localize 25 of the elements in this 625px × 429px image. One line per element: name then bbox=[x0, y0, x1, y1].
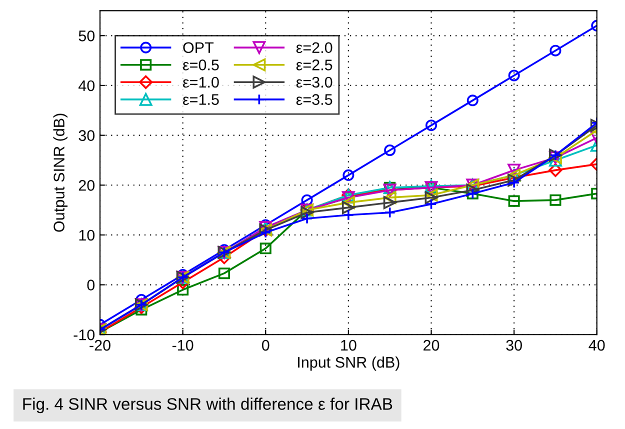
legend-label: ε=0.5 bbox=[183, 60, 219, 70]
x-axis-title: Input SNR (dB) bbox=[298, 356, 400, 371]
y-axis-title: Output SINR (dB) bbox=[53, 114, 68, 232]
x-tick-label: 10 bbox=[341, 340, 356, 351]
legend-label: ε=1.5 bbox=[183, 94, 219, 105]
y-tick-label: 40 bbox=[78, 80, 95, 92]
x-tick-label: -10 bbox=[172, 340, 194, 351]
x-tick-label: 30 bbox=[506, 340, 522, 351]
legend-label: ε=3.5 bbox=[296, 94, 332, 105]
legend-label: OPT bbox=[183, 42, 214, 54]
legend-label: ε=2.0 bbox=[296, 42, 332, 54]
legend-label: ε=2.5 bbox=[296, 60, 332, 70]
y-tick-label: -10 bbox=[74, 329, 95, 340]
legend-label: ε=3.0 bbox=[296, 76, 332, 88]
y-tick-label: 0 bbox=[87, 280, 95, 290]
y-tick-label: 20 bbox=[78, 180, 95, 191]
caption: Fig. 4 SINR versus SNR with difference ε for IRAB bbox=[23, 398, 392, 414]
x-tick-label: 20 bbox=[424, 340, 440, 351]
legend-label: ε=1.0 bbox=[183, 76, 219, 88]
x-tick-label: 0 bbox=[262, 340, 270, 351]
x-tick-label: -20 bbox=[90, 340, 110, 351]
y-tick-label: 50 bbox=[78, 30, 95, 42]
y-tick-label: 30 bbox=[78, 130, 95, 141]
x-tick-label: 40 bbox=[588, 340, 605, 351]
y-tick-label: 10 bbox=[79, 230, 95, 241]
